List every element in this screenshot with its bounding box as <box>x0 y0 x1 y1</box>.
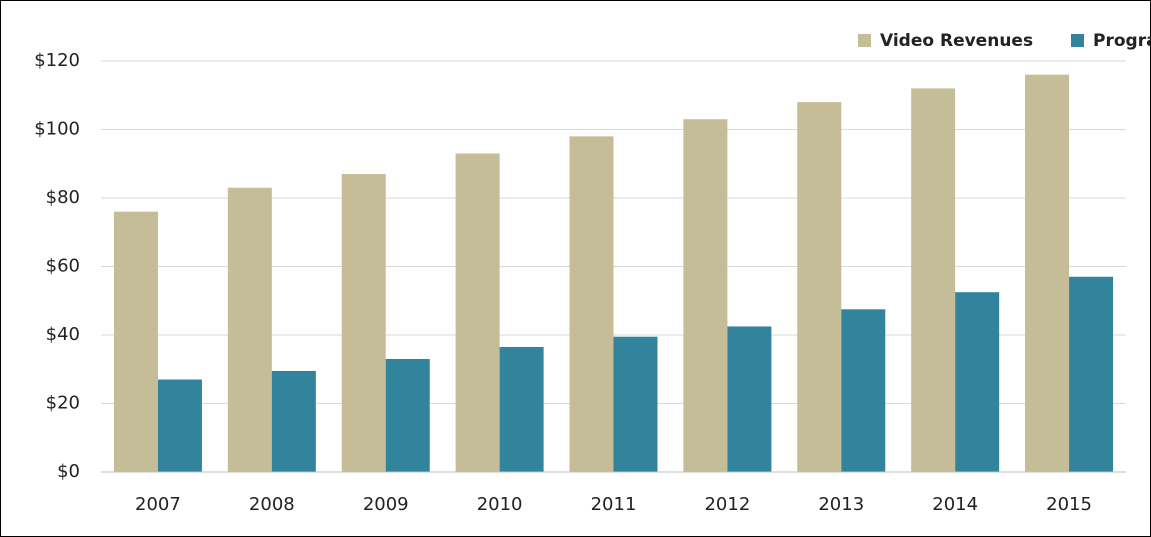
bar <box>455 153 500 472</box>
legend-swatch <box>1071 34 1084 47</box>
bar <box>157 379 202 472</box>
bar <box>1069 276 1114 472</box>
x-tick-label: 2011 <box>591 494 637 515</box>
bar <box>1025 74 1070 472</box>
bar <box>797 102 842 472</box>
y-tick-label: $20 <box>46 393 80 414</box>
bar <box>341 174 386 472</box>
y-tick-label: $120 <box>34 50 80 71</box>
bar <box>499 346 544 472</box>
y-tick-label: $60 <box>46 256 80 277</box>
legend-label: Video Revenues <box>880 31 1033 51</box>
x-tick-label: 2007 <box>135 494 181 515</box>
bar <box>911 88 956 473</box>
x-tick-label: 2013 <box>818 494 864 515</box>
bar <box>271 370 316 472</box>
x-tick-label: 2010 <box>477 494 523 515</box>
bar <box>955 292 1000 472</box>
y-tick-label: $0 <box>57 461 80 482</box>
bar <box>727 326 772 472</box>
bar <box>227 187 272 472</box>
bar <box>613 336 658 472</box>
x-tick-label: 2009 <box>363 494 409 515</box>
y-tick-label: $40 <box>46 324 80 345</box>
x-tick-label: 2015 <box>1046 494 1092 515</box>
bar <box>841 309 886 472</box>
bar <box>569 136 614 472</box>
x-tick-label: 2008 <box>249 494 295 515</box>
bar <box>385 358 430 472</box>
legend-label: Programming Fees <box>1093 31 1151 51</box>
y-tick-label: $80 <box>46 187 80 208</box>
y-tick-label: $100 <box>34 119 80 140</box>
x-tick-label: 2014 <box>932 494 978 515</box>
x-tick-label: 2012 <box>704 494 750 515</box>
bar <box>683 119 728 472</box>
legend-swatch <box>858 34 871 47</box>
bar <box>113 211 158 472</box>
